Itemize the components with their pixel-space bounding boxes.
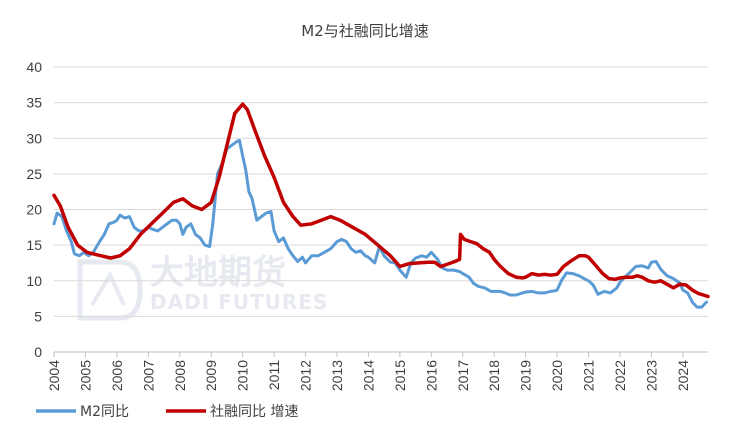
y-tick-label: 40 <box>26 59 42 75</box>
y-tick-label: 5 <box>34 308 42 324</box>
y-tick-label: 10 <box>26 273 42 289</box>
watermark: 大地期货 DADI FUTURES <box>77 253 328 321</box>
x-tick-label: 2004 <box>46 360 62 391</box>
legend-label-tsf: 社融同比 增速 <box>210 404 298 420</box>
watermark-cn: 大地期货 <box>150 253 286 293</box>
y-tick-label: 0 <box>34 344 42 360</box>
x-tick-label: 2005 <box>77 360 93 391</box>
legend: M2同比 社融同比 增速 <box>36 404 298 420</box>
x-tick-label: 2008 <box>172 360 188 391</box>
x-tick-label: 2017 <box>455 360 471 391</box>
x-tick-label: 2024 <box>675 360 691 391</box>
y-tick-label: 30 <box>26 130 42 146</box>
x-tick-label: 2012 <box>298 360 314 391</box>
x-tick-label: 2011 <box>266 360 282 390</box>
x-tick-label: 2020 <box>549 360 565 391</box>
x-axis: 2004 2005 2006 2007 2008 2009 2010 2011 2012 2013… <box>46 352 691 391</box>
x-tick-label: 2021 <box>581 360 597 391</box>
x-tick-label: 2015 <box>392 360 408 391</box>
y-axis: 0 5 10 15 20 25 30 35 40 <box>26 59 42 360</box>
x-tick-label: 2023 <box>643 360 659 391</box>
series-group <box>52 102 710 309</box>
legend-label-m2: M2同比 <box>80 404 129 420</box>
y-tick-label: 25 <box>26 166 42 182</box>
x-tick-label: 2006 <box>109 360 125 391</box>
x-tick-label: 2013 <box>329 360 345 391</box>
y-tick-label: 20 <box>26 202 42 218</box>
y-tick-label: 15 <box>26 237 42 253</box>
grid <box>54 66 708 353</box>
x-tick-label: 2018 <box>486 360 502 391</box>
x-tick-label: 2009 <box>203 360 219 391</box>
watermark-en: DADI FUTURES <box>150 290 328 314</box>
x-tick-label: 2019 <box>518 360 534 391</box>
y-tick-label: 35 <box>26 95 42 111</box>
series-line-m2 <box>52 138 708 309</box>
x-tick-label: 2016 <box>423 360 439 391</box>
chart-title: M2与社融同比增速 <box>301 22 429 40</box>
x-tick-label: 2022 <box>612 360 628 391</box>
x-tick-label: 2010 <box>235 360 251 391</box>
watermark-logo-icon <box>77 259 143 321</box>
x-tick-label: 2007 <box>140 360 156 391</box>
x-tick-label: 2014 <box>360 360 376 391</box>
series-line-tsf <box>52 102 710 299</box>
